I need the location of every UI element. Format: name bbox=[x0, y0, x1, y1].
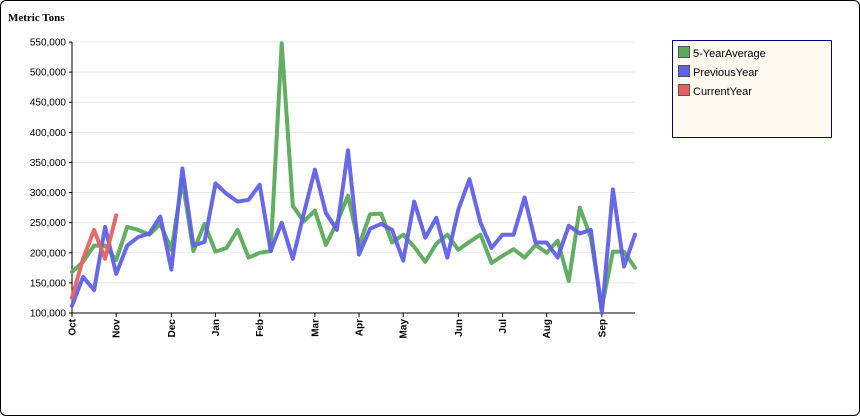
legend-swatch-5-year-average bbox=[678, 46, 690, 58]
legend-item-current-year: CurrentYear bbox=[678, 84, 752, 98]
legend-label-5-year-average: 5-YearAverage bbox=[693, 48, 766, 60]
series-line-5-yearaverage bbox=[70, 41, 637, 309]
series-line-previousyear bbox=[70, 148, 637, 315]
y-tick-label: 300,000 bbox=[30, 188, 67, 199]
x-tick-label: Apr bbox=[355, 319, 366, 336]
x-tick-label: Jan bbox=[211, 319, 222, 336]
y-tick-label: 550,000 bbox=[30, 38, 67, 49]
x-tick-label: Dec bbox=[167, 319, 178, 338]
y-tick-label: 450,000 bbox=[30, 98, 67, 109]
series-line-currentyear bbox=[70, 213, 119, 300]
x-tick-label: May bbox=[399, 319, 410, 339]
x-tick-label: Aug bbox=[542, 319, 553, 338]
x-tick-label: Jun bbox=[454, 319, 465, 337]
y-tick-label: 250,000 bbox=[30, 218, 67, 229]
x-tick-label: Jul bbox=[498, 319, 509, 334]
legend-swatch-current-year bbox=[678, 84, 690, 96]
legend-label-previous-year: PreviousYear bbox=[693, 67, 759, 79]
x-tick-label: Mar bbox=[310, 319, 321, 337]
x-tick-label: Oct bbox=[68, 318, 79, 335]
chart-legend: 5-YearAverage PreviousYear CurrentYear bbox=[672, 40, 832, 138]
y-tick-label: 150,000 bbox=[30, 278, 67, 289]
y-tick-label: 400,000 bbox=[30, 128, 67, 139]
x-tick-label: Feb bbox=[255, 319, 266, 337]
x-tick-label: Sep bbox=[597, 319, 608, 337]
y-axis-title: Metric Tons bbox=[8, 12, 65, 24]
y-tick-label: 100,000 bbox=[30, 309, 67, 320]
legend-item-5-year-average: 5-YearAverage bbox=[678, 46, 766, 60]
x-tick-label: Nov bbox=[112, 319, 123, 338]
legend-label-current-year: CurrentYear bbox=[693, 86, 752, 98]
legend-item-previous-year: PreviousYear bbox=[678, 65, 758, 79]
y-tick-label: 350,000 bbox=[30, 158, 67, 169]
y-tick-label: 200,000 bbox=[30, 248, 67, 259]
legend-swatch-previous-year bbox=[678, 65, 690, 77]
y-tick-label: 500,000 bbox=[30, 68, 67, 79]
